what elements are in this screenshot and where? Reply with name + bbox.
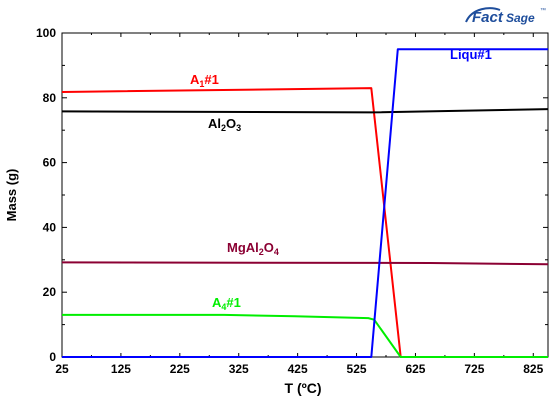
y-axis-title: Mass (g) [4,169,19,222]
logo-trademark: ™ [540,7,546,14]
series-label-a1-1: A1#1 [190,72,219,89]
plot-frame [61,32,549,358]
x-tick-label: 25 [55,362,69,376]
axis-ticks: 25 125 225 325 425 525 625 725 825 0 20 40 60 80 100 [36,26,548,376]
series-line-al2o3 [61,108,549,114]
y-tick-label: 100 [36,26,56,40]
y-tick-label: 60 [43,156,57,170]
logo-text-sage: Sage [506,11,535,25]
x-axis-title: T (ºC) [285,380,322,396]
x-tick-label: 525 [347,362,367,376]
x-tick-label: 225 [170,362,190,376]
y-tick-label: 80 [43,91,57,105]
series-label-mgal2o4: MgAl2O4 [227,240,279,257]
series-label-liqu-1: Liqu#1 [450,47,492,62]
factsage-logo: Fact Sage ™ [465,7,546,26]
x-tick-label: 725 [464,362,484,376]
x-tick-label: 325 [229,362,249,376]
x-tick-label: 425 [288,362,308,376]
x-tick-label: 625 [405,362,425,376]
y-tick-label: 40 [43,220,57,234]
y-tick-label: 20 [43,285,57,299]
series-label-a4-1: A4#1 [212,295,241,312]
series-line-mgal2o4 [61,261,549,266]
series-label-al2o3: Al2O3 [208,116,241,133]
x-tick-label: 825 [523,362,543,376]
y-tick-label: 0 [49,350,56,364]
x-tick-label: 125 [111,362,131,376]
series-labels: A1#1 Al2O3 MgAl2O4 A4#1 Liqu#1 [190,47,492,312]
series-line-a4-1 [62,313,548,358]
logo-swoosh-icon [465,7,501,23]
logo-text-fact: Fact [472,9,504,26]
series-line-liqu-1 [62,48,548,358]
series-layer [61,48,549,358]
